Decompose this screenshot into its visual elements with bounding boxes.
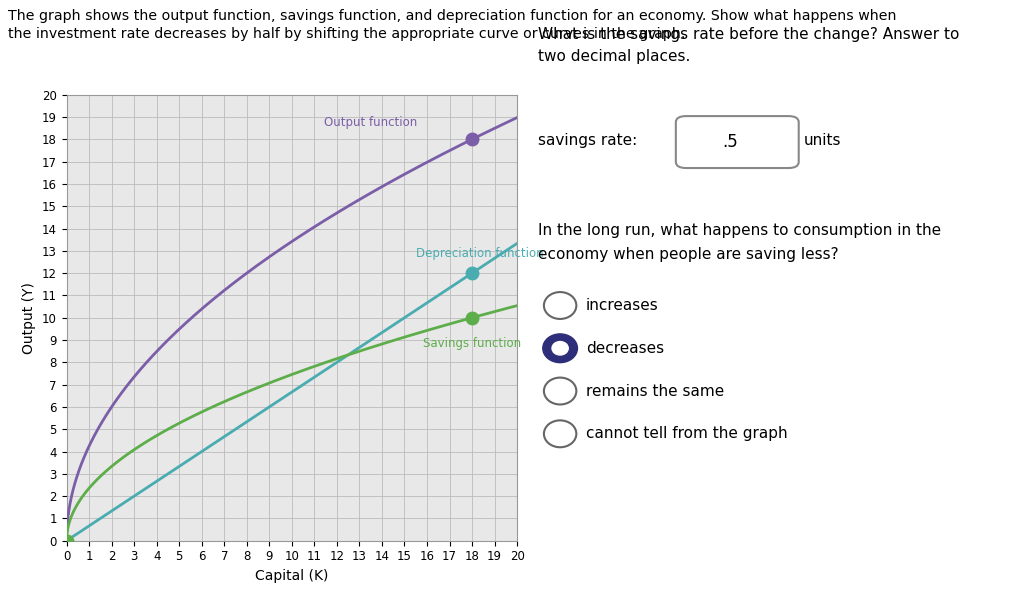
Text: The graph shows the output function, savings function, and depreciation function: The graph shows the output function, sav… — [8, 9, 897, 23]
Text: Output function: Output function — [324, 116, 418, 129]
Y-axis label: Output (Y): Output (Y) — [23, 282, 36, 354]
Circle shape — [543, 334, 578, 362]
X-axis label: Capital (K): Capital (K) — [255, 569, 329, 583]
Text: remains the same: remains the same — [586, 384, 724, 398]
Text: In the long run, what happens to consumption in the: In the long run, what happens to consump… — [538, 223, 941, 238]
Text: cannot tell from the graph: cannot tell from the graph — [586, 426, 787, 441]
Text: units: units — [804, 133, 842, 148]
Text: savings rate:: savings rate: — [538, 133, 637, 148]
Text: What is the savings rate before the change? Answer to: What is the savings rate before the chan… — [538, 27, 958, 43]
Text: increases: increases — [586, 298, 658, 313]
Text: .5: .5 — [722, 133, 737, 151]
Text: Savings function: Savings function — [423, 337, 520, 349]
Text: the investment rate decreases by half by shifting the appropriate curve or curve: the investment rate decreases by half by… — [8, 27, 685, 42]
Text: Depreciation function: Depreciation function — [416, 247, 544, 260]
Text: economy when people are saving less?: economy when people are saving less? — [538, 247, 839, 263]
Text: decreases: decreases — [586, 341, 664, 356]
Text: two decimal places.: two decimal places. — [538, 49, 690, 64]
Circle shape — [552, 342, 568, 355]
